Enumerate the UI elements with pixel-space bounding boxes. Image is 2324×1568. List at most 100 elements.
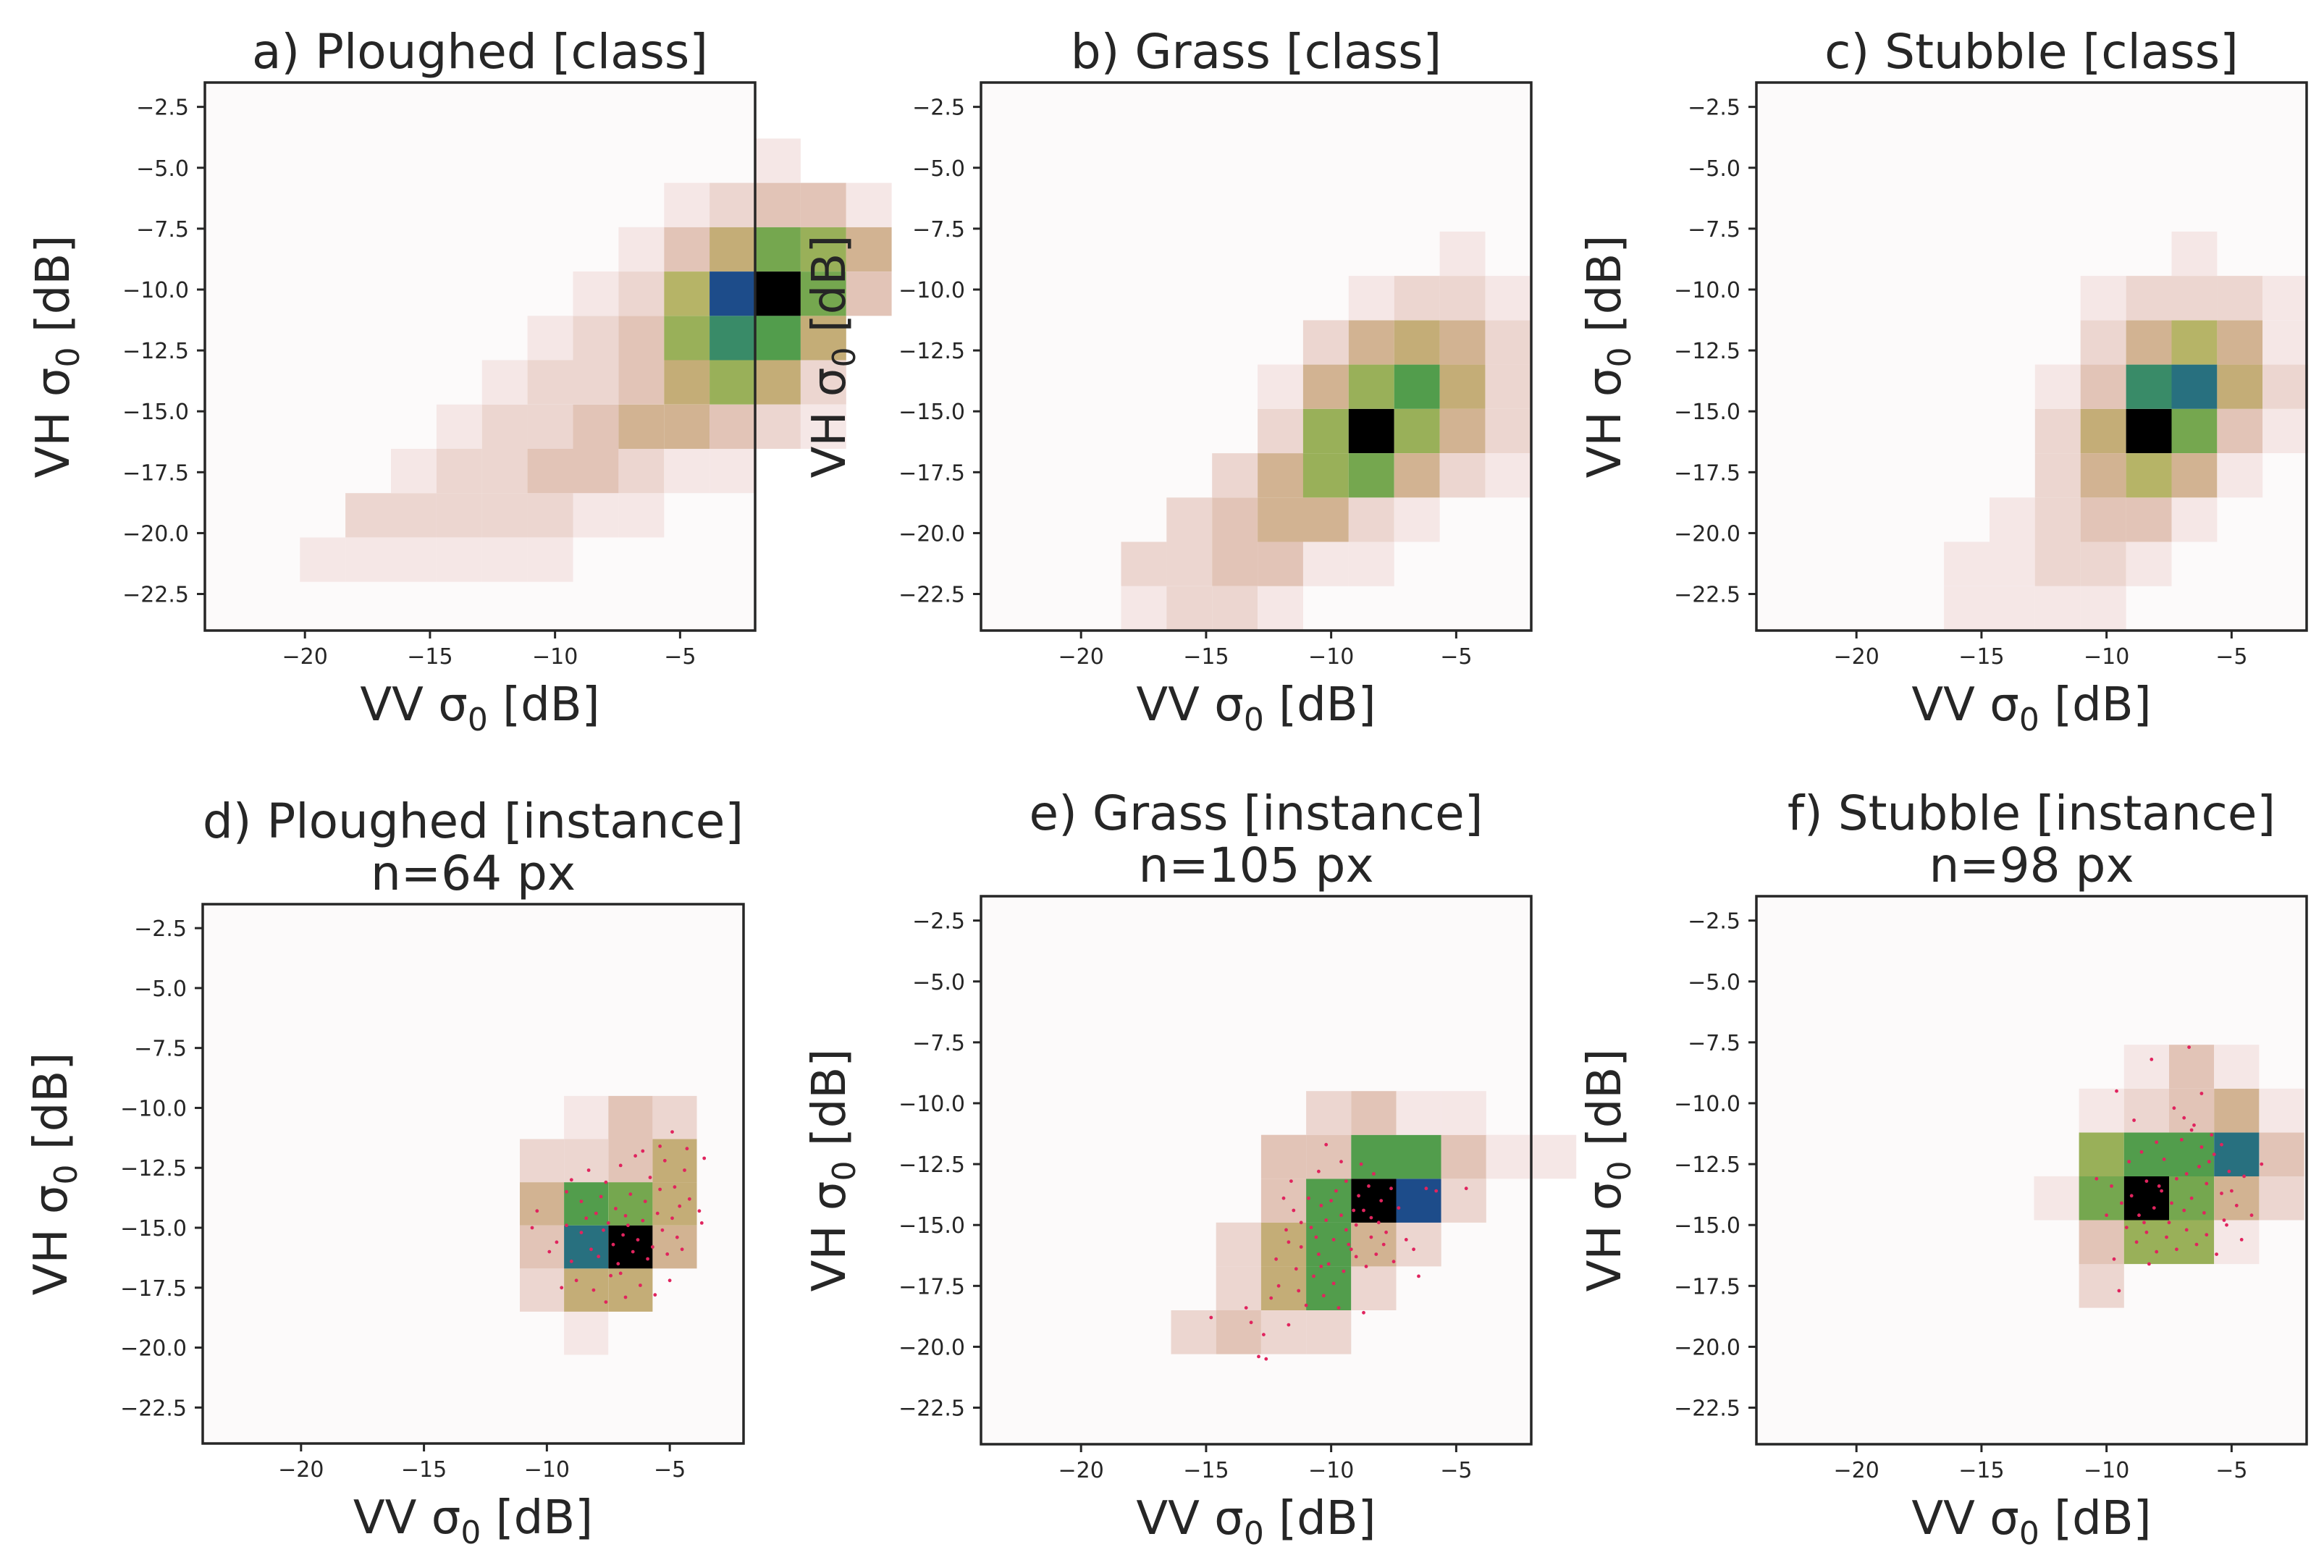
x-tick-label: −20 — [1834, 644, 1879, 670]
scatter-point — [2112, 1257, 2116, 1261]
heatmap-cell — [2214, 1176, 2260, 1221]
y-tick-label: −10.0 — [122, 278, 189, 303]
heatmap-cell — [2259, 1088, 2304, 1133]
heatmap-cell — [573, 271, 619, 316]
heatmap-cell — [1394, 408, 1440, 453]
heatmap-cell — [1485, 320, 1531, 365]
scatter-point — [547, 1249, 552, 1254]
heatmap-cell — [436, 537, 482, 582]
heatmap-cell — [345, 537, 391, 582]
scatter-point — [2170, 1201, 2173, 1205]
scatter-point — [1319, 1203, 1323, 1207]
scatter-point — [594, 1211, 598, 1215]
scatter-point — [687, 1197, 691, 1201]
heatmap-cell — [800, 182, 846, 227]
heatmap-cell — [1351, 1091, 1397, 1135]
x-axis-label: VV σ0 [dB] — [360, 678, 599, 738]
scatter-point — [569, 1260, 573, 1263]
svg-text:VH σ0 [dB]: VH σ0 [dB] — [1578, 1049, 1638, 1292]
heatmap-cell — [618, 404, 665, 449]
scatter-point — [1369, 1235, 1373, 1239]
heatmap-cell — [755, 360, 801, 405]
scatter-point — [683, 1168, 686, 1172]
scatter-point — [668, 1278, 672, 1283]
panel-subtitle: n=105 px — [1138, 838, 1373, 893]
scatter-point — [2094, 1176, 2099, 1181]
heatmap-cell — [1441, 1179, 1486, 1223]
heatmap-cell — [564, 1139, 609, 1183]
heatmap-cell — [1302, 541, 1349, 586]
y-tick-label: −12.5 — [1674, 1152, 1740, 1178]
heatmap-cell — [710, 360, 755, 405]
scatter-point — [1397, 1206, 1401, 1210]
scatter-point — [618, 1163, 623, 1168]
heatmap-cell — [800, 271, 846, 316]
y-tick-label: −20.0 — [898, 1335, 965, 1360]
heatmap-cell — [1306, 1266, 1352, 1310]
svg-text:VV σ0 [dB]: VV σ0 [dB] — [1136, 1492, 1376, 1552]
heatmap-cell — [1260, 1134, 1307, 1179]
scatter-point — [1344, 1228, 1348, 1232]
scatter-point — [1404, 1238, 1408, 1242]
scatter-point — [2175, 1247, 2178, 1252]
heatmap-cell — [2080, 497, 2126, 542]
heatmap-cell — [520, 1268, 565, 1312]
heatmap-cell — [710, 404, 755, 449]
heatmap-cell — [755, 271, 801, 316]
scatter-point — [1244, 1306, 1248, 1310]
panel-f: −20 −15 −10 −5 −2.5 −5.0 −7.5 −10.0 −12.5 −15.0 −1… — [1578, 785, 2308, 1552]
scatter-point — [1326, 1262, 1331, 1266]
heatmap-cell — [2126, 408, 2172, 453]
heatmap-cell — [1394, 364, 1440, 409]
heatmap-cell — [1121, 541, 1167, 586]
y-tick-label: −22.5 — [1674, 1396, 1740, 1422]
heatmap-cell — [1394, 320, 1440, 365]
heatmap-cell — [1441, 1091, 1486, 1135]
heatmap-cell — [710, 449, 755, 494]
heatmap-cell — [846, 271, 892, 316]
heatmap-cell — [481, 449, 528, 494]
heatmap-cell — [2080, 276, 2126, 321]
heatmap-cell — [1302, 364, 1349, 409]
scatter-point — [655, 1211, 660, 1215]
scatter-point — [2220, 1192, 2223, 1195]
heatmap-cell — [2034, 1176, 2079, 1221]
y-tick-label: −20.0 — [120, 1336, 187, 1362]
scatter-point — [2132, 1118, 2136, 1122]
heatmap-cell — [391, 493, 437, 538]
scatter-point — [1299, 1221, 1303, 1225]
heatmap-cell — [710, 227, 755, 271]
heatmap-cell — [1260, 1310, 1307, 1354]
heatmap-cell — [2262, 364, 2309, 409]
scatter-point — [2199, 1092, 2204, 1095]
heatmap-cell — [2171, 408, 2218, 453]
heatmap-cell — [1166, 497, 1213, 542]
scatter-point — [1312, 1274, 1315, 1278]
scatter-point — [2139, 1150, 2144, 1154]
scatter-point — [2192, 1123, 2196, 1127]
heatmap-cell — [710, 316, 755, 361]
heatmap-cell — [1396, 1134, 1441, 1179]
x-tick-label: −20 — [1834, 1458, 1879, 1483]
heatmap-cell — [2169, 1220, 2215, 1265]
y-axis-label: VH σ0 [dB] — [27, 235, 87, 479]
y-tick-label: −2.5 — [1688, 96, 1740, 121]
heatmap-cell — [608, 1095, 653, 1139]
heatmap-cell — [527, 404, 573, 449]
heatmap-cell — [2080, 453, 2126, 498]
heatmap-cell — [1396, 1179, 1441, 1223]
x-axis-label: VV σ0 [dB] — [1136, 1492, 1376, 1552]
heatmap-cell — [1258, 408, 1303, 453]
svg-text:VH σ0 [dB]: VH σ0 [dB] — [1578, 235, 1638, 479]
heatmap-cell — [527, 449, 573, 494]
scatter-point — [2184, 1228, 2189, 1232]
y-tick-label: −10.0 — [898, 278, 965, 303]
heatmap-cell — [1485, 453, 1531, 498]
scatter-point — [2234, 1203, 2239, 1207]
scatter-point — [1262, 1333, 1266, 1336]
heatmap-cell — [391, 537, 437, 582]
scatter-point — [565, 1189, 568, 1194]
scatter-point — [2194, 1242, 2199, 1247]
scatter-point — [1331, 1238, 1336, 1242]
